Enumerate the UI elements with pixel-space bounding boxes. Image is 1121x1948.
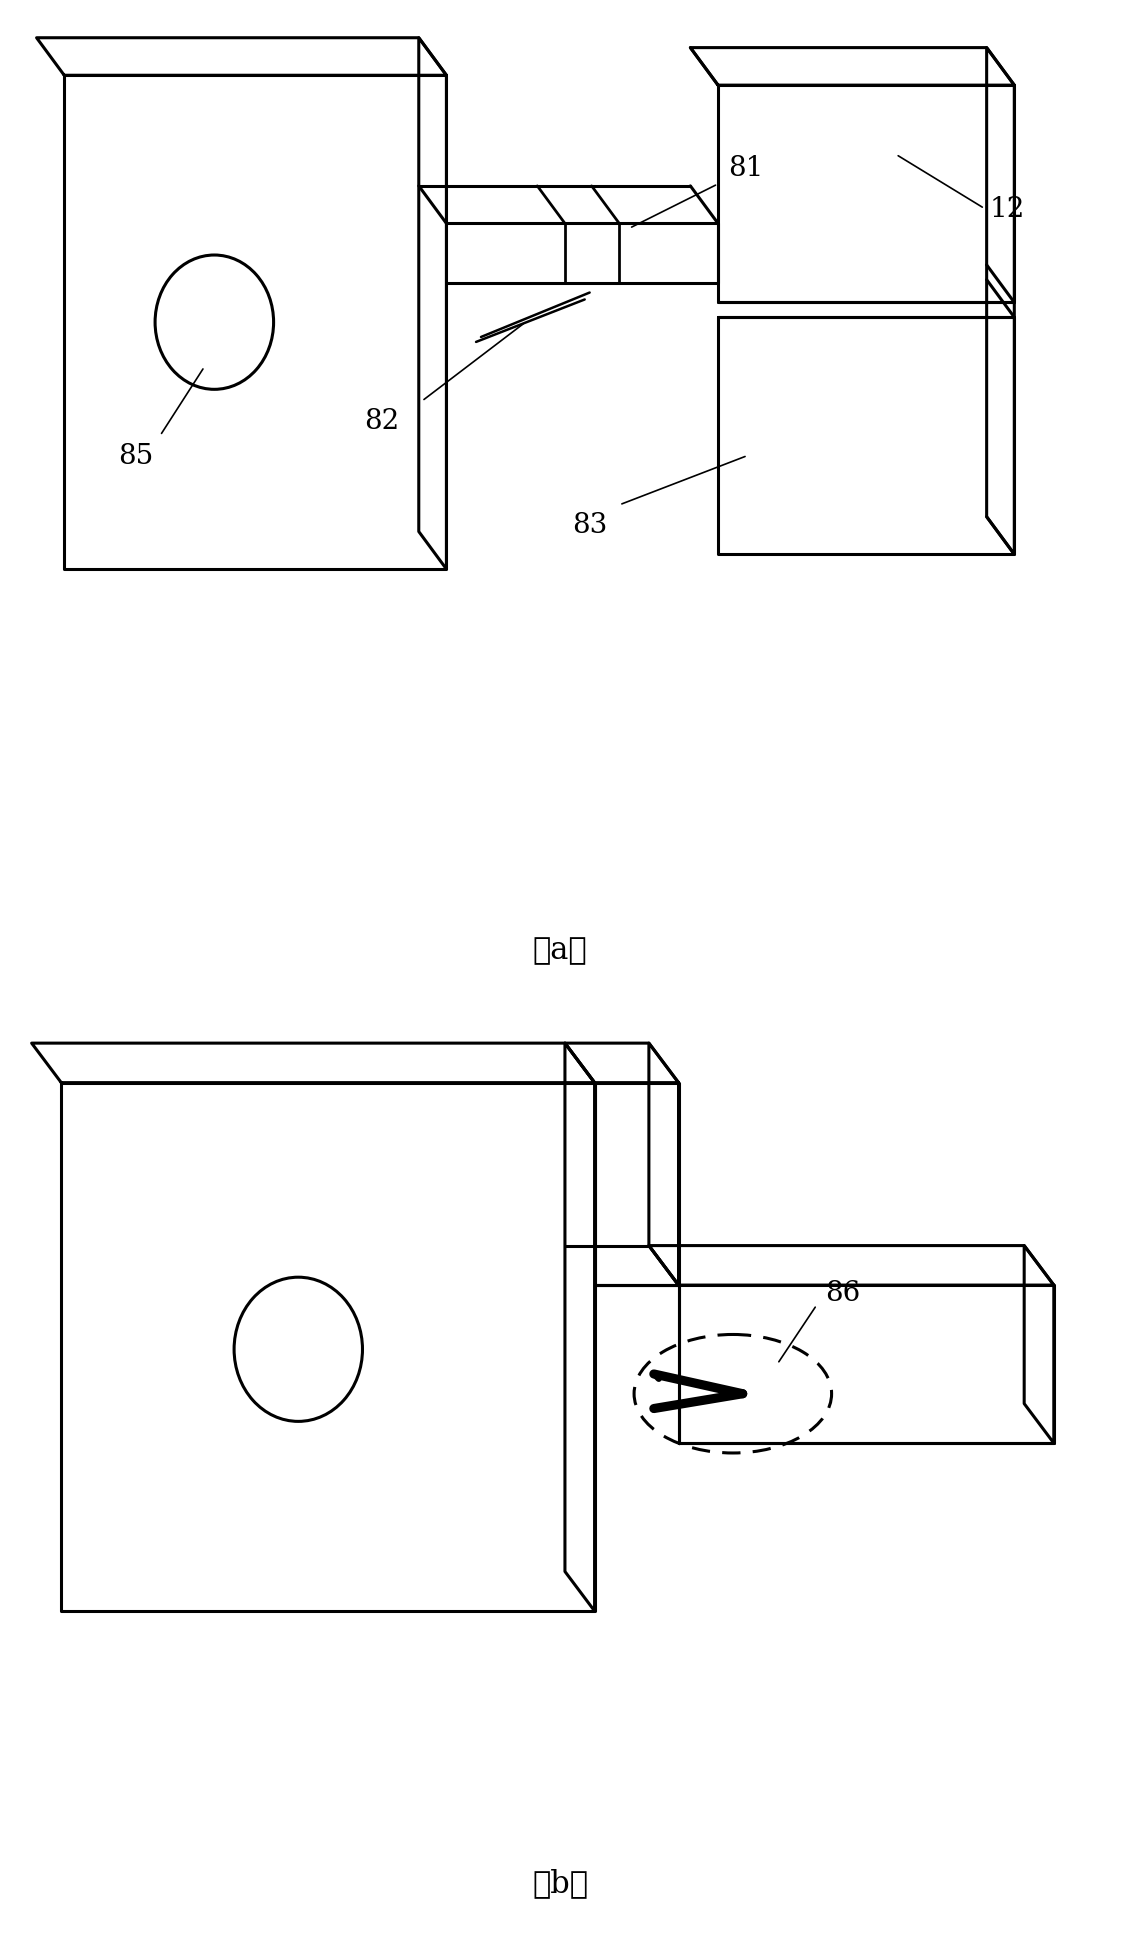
Text: 86: 86 — [825, 1280, 860, 1307]
Text: 81: 81 — [728, 154, 763, 181]
Text: 82: 82 — [364, 409, 400, 434]
Text: 83: 83 — [572, 512, 608, 540]
Text: （b）: （b） — [532, 1866, 589, 1897]
Text: （a）: （a） — [532, 935, 587, 966]
Text: 85: 85 — [118, 442, 152, 469]
Text: 12: 12 — [990, 197, 1025, 222]
